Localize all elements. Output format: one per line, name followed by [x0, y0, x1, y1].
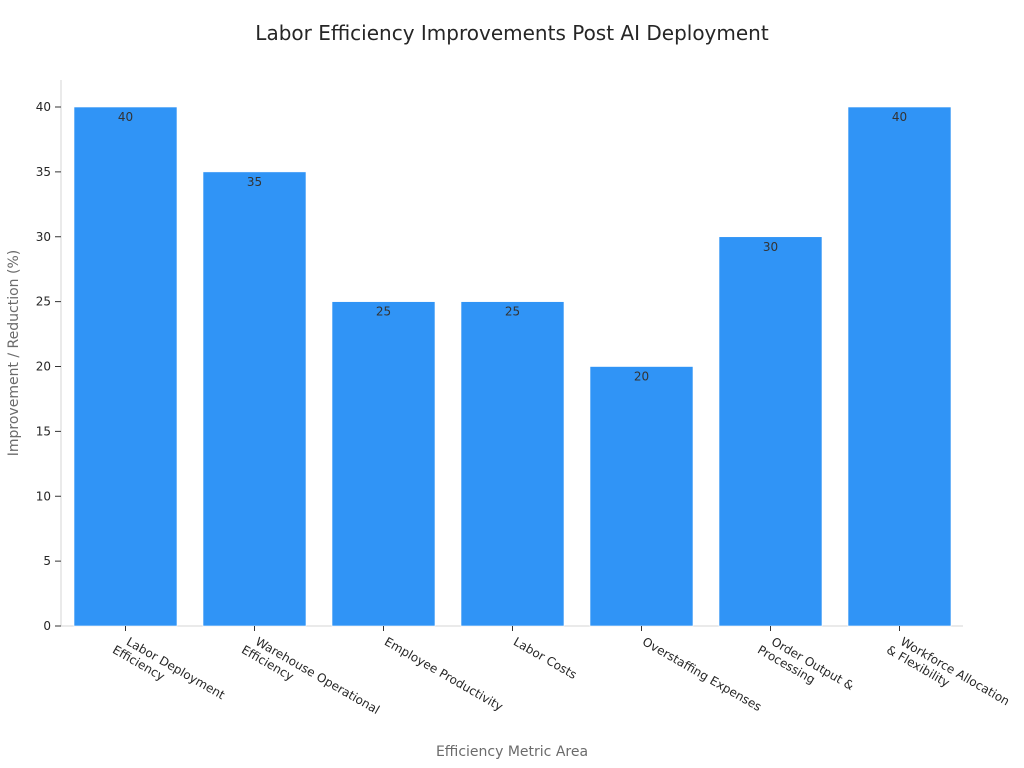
y-tick-label: 40 [36, 100, 51, 114]
bar-value-label: 20 [634, 370, 649, 384]
bar-value-label: 40 [892, 110, 907, 124]
plot-area: 0 5 10 15 20 25 30 35 40 40 Labor DeploymentEffici… [36, 80, 1012, 729]
y-tick-label: 0 [43, 619, 51, 633]
y-tick-label: 5 [43, 554, 51, 568]
bar [847, 106, 952, 627]
bar [202, 171, 307, 627]
bar-value-label: 35 [247, 175, 262, 189]
bar-value-label: 30 [763, 240, 778, 254]
bar-value-label: 25 [505, 305, 520, 319]
bar [718, 236, 823, 627]
x-tick-label: Employee Productivity [382, 634, 505, 713]
y-tick-label: 35 [36, 165, 51, 179]
bar [460, 301, 565, 627]
x-tick-label: Overstaffing Expenses [640, 634, 764, 714]
y-tick-label: 10 [36, 489, 51, 503]
bar-value-label: 25 [376, 305, 391, 319]
y-tick-label: 15 [36, 424, 51, 438]
y-tick-label: 30 [36, 230, 51, 244]
x-axis-label: Efficiency Metric Area [436, 744, 588, 760]
x-tick-label: Warehouse OperationalEfficiency [239, 630, 382, 729]
bar [73, 106, 178, 627]
y-axis-label: Improvement / Reduction (%) [6, 250, 22, 456]
bar [331, 301, 436, 627]
y-tick-label: 25 [36, 295, 51, 309]
x-tick-label: Labor Costs [511, 634, 579, 681]
bar-value-label: 40 [118, 110, 133, 124]
x-tick-label: Workforce Allocation& Flexibility [884, 630, 1012, 720]
chart-title: Labor Efficiency Improvements Post AI De… [255, 21, 769, 45]
x-tick-label: Labor DeploymentEfficiency [110, 630, 227, 714]
y-tick-label: 20 [36, 360, 51, 374]
bar [589, 366, 694, 627]
x-tick-label: Order Output &Processing [755, 630, 856, 705]
